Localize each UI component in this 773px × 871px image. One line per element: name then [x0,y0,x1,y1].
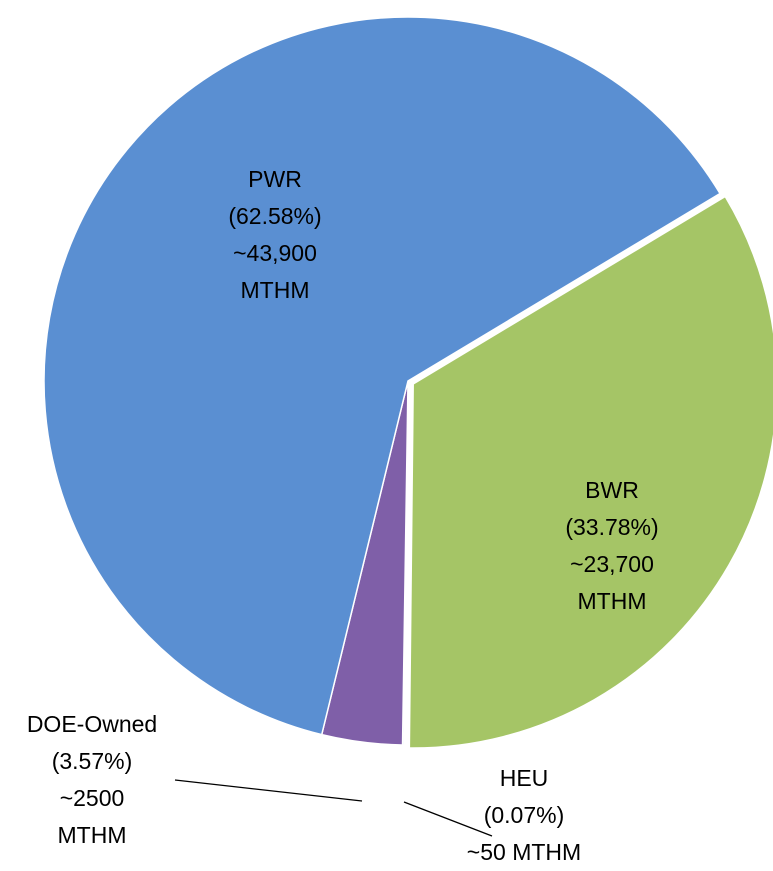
data-label: MTHM [241,277,310,303]
leader-line [174,779,363,802]
data-label: (0.07%) [484,802,565,828]
pie-slice [43,16,722,736]
data-label: (62.58%) [228,203,321,229]
data-label: (3.57%) [52,748,133,774]
category-label: HEU [500,765,549,791]
data-label: MTHM [578,588,647,614]
data-label: ~50 MTHM [467,839,581,865]
category-label: DOE-Owned [27,711,157,737]
data-label: (33.78%) [565,514,658,540]
pie-slice [408,195,773,749]
category-label: BWR [585,477,639,503]
category-label: PWR [248,166,302,192]
leader-line [403,801,493,837]
data-label: MTHM [58,822,127,848]
data-label: ~23,700 [570,551,654,577]
data-label: ~2500 [60,785,125,811]
data-label: ~43,900 [233,240,317,266]
